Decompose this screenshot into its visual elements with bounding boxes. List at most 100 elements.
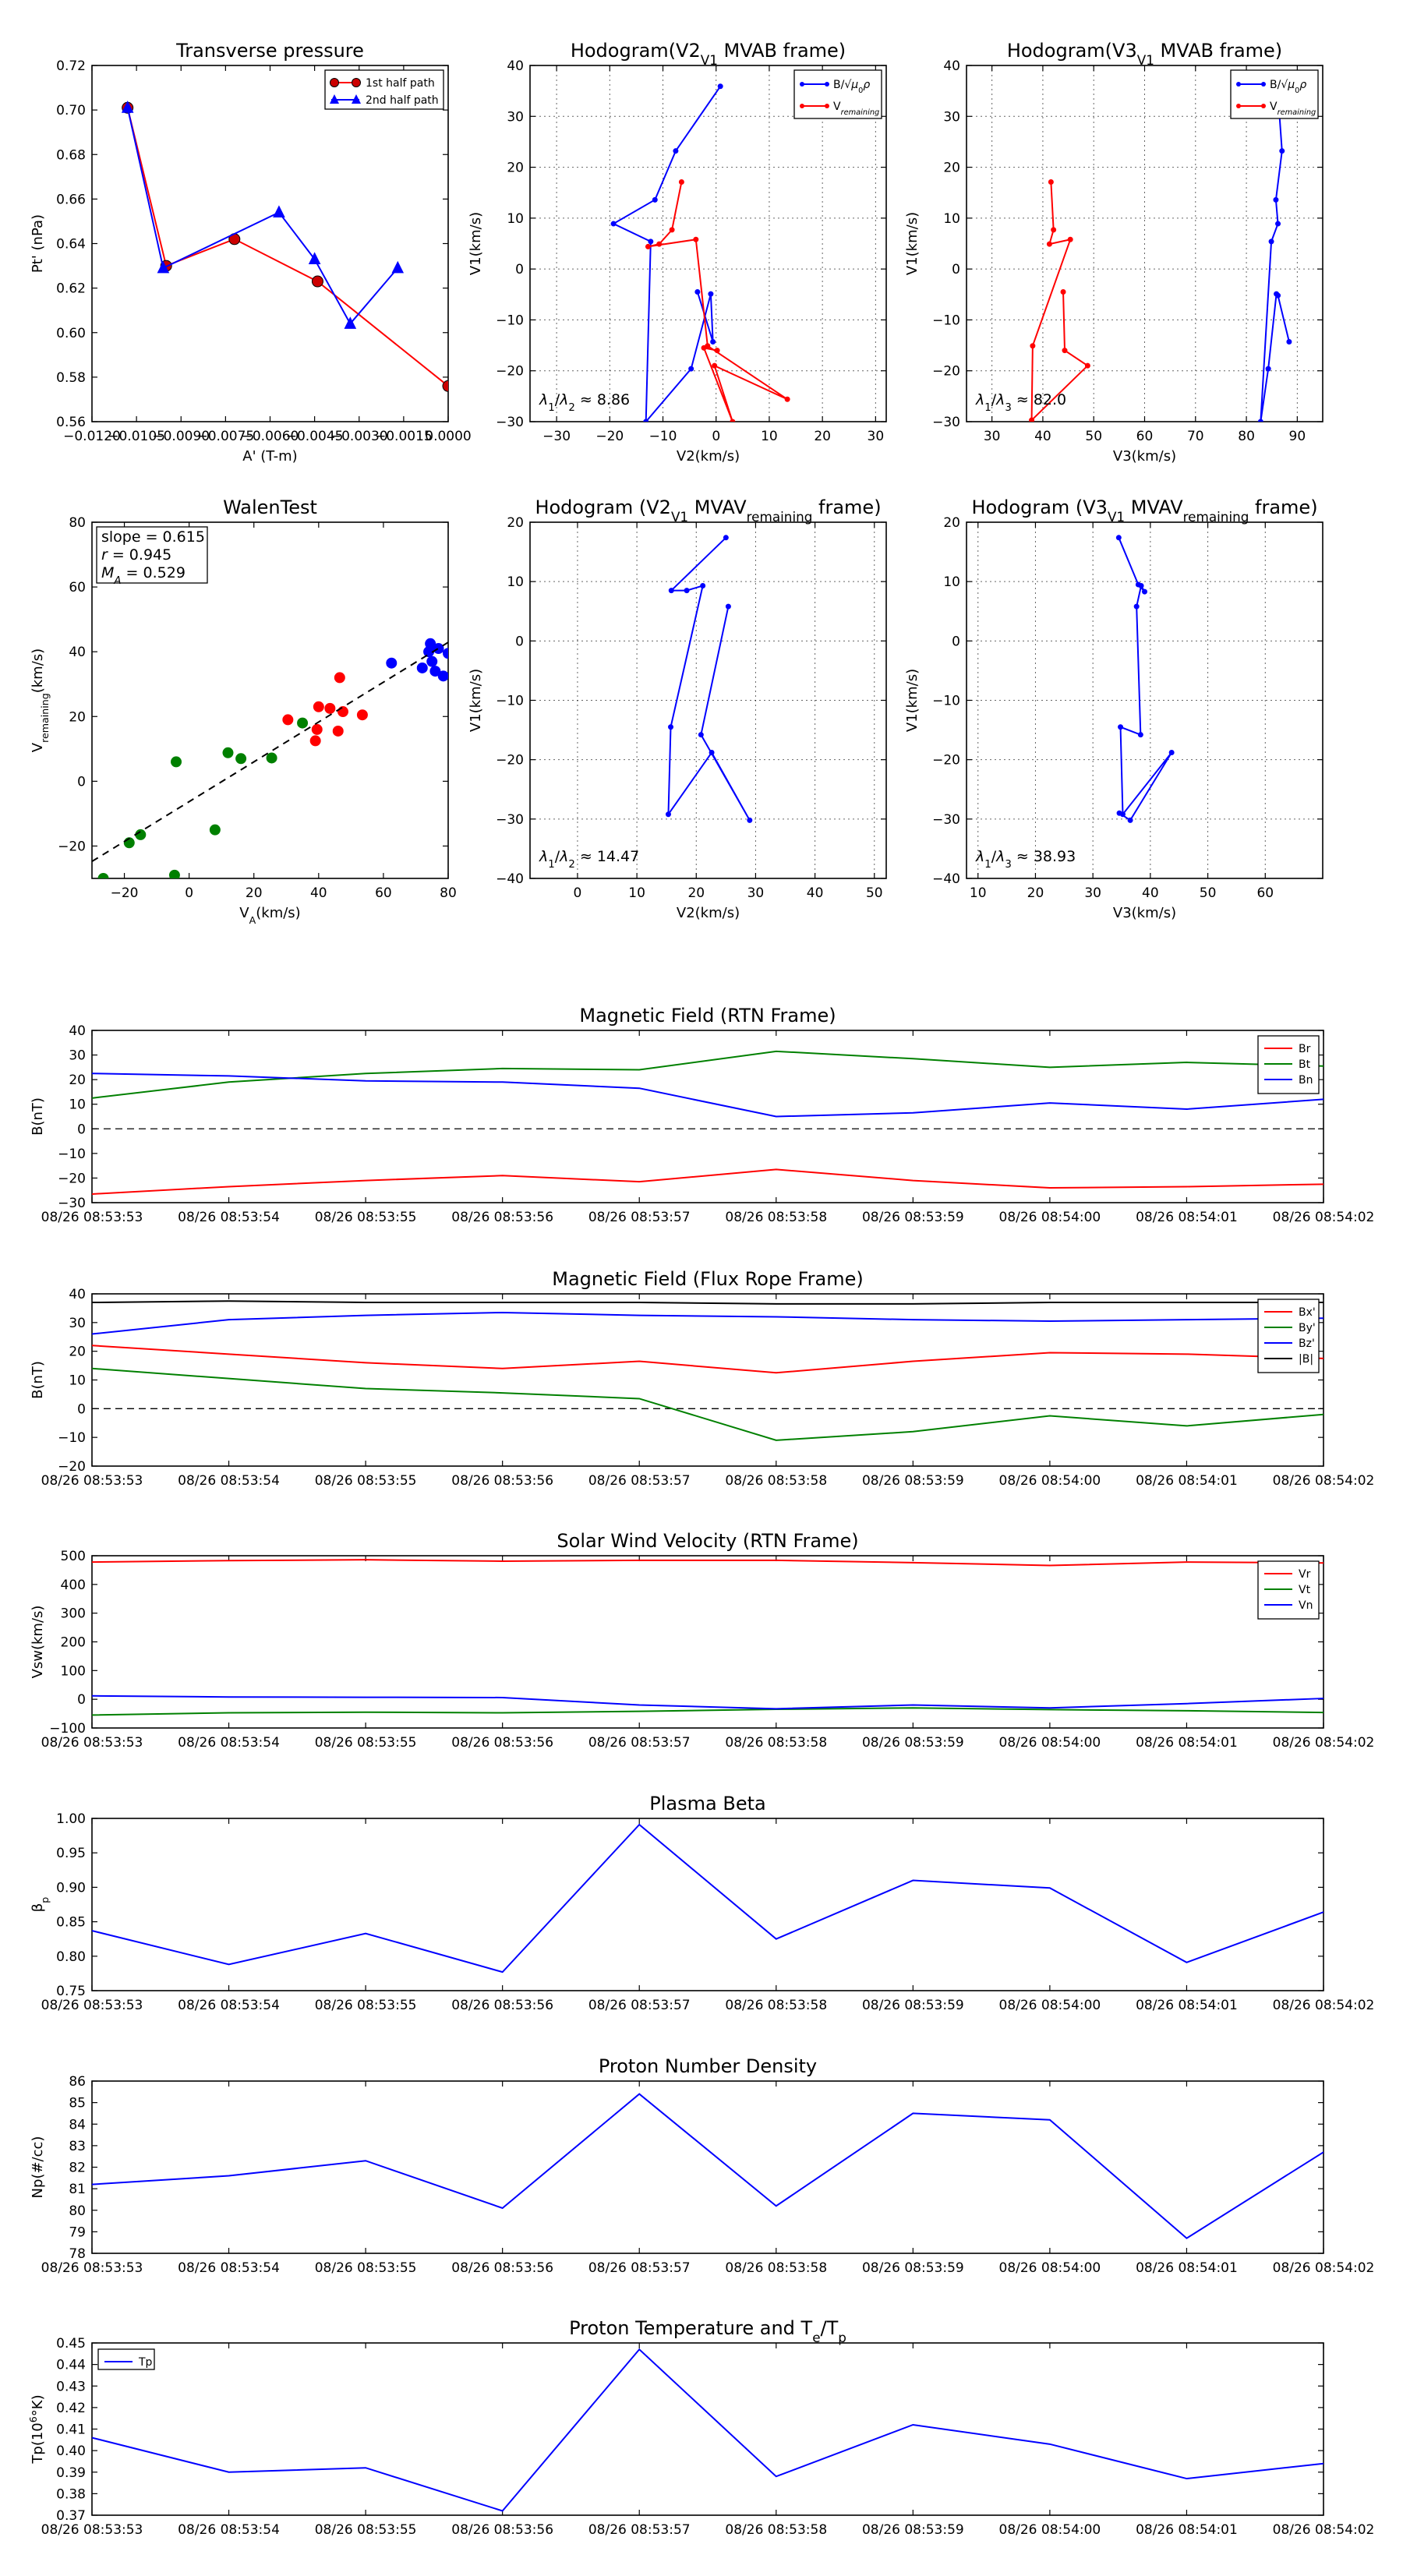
y-axis-label: Tp(106°K) bbox=[27, 2394, 47, 2464]
legend: Vr Vt Vn bbox=[1257, 1560, 1320, 1620]
y-tick-label: 0.90 bbox=[56, 1880, 86, 1896]
x-axis-label: V2(km/s) bbox=[677, 905, 740, 921]
legend: Br Bt Bn bbox=[1257, 1035, 1320, 1094]
series-line-Bz bbox=[92, 1311, 1323, 1335]
y-tick-label: 0 bbox=[952, 634, 960, 649]
data-point-green bbox=[266, 752, 277, 764]
legend-label: Vremaining bbox=[833, 101, 879, 117]
data-point bbox=[344, 316, 357, 329]
y-tick-label: 0.66 bbox=[56, 192, 86, 207]
y-tick-label: 20 bbox=[943, 515, 960, 531]
y-tick-label: 0.38 bbox=[56, 2486, 86, 2502]
y-tick-label: −20 bbox=[58, 1459, 86, 1475]
chart-title: Transverse pressure bbox=[175, 40, 364, 62]
y-tick-label: 0.41 bbox=[56, 2422, 86, 2438]
plot-frame bbox=[91, 1818, 1324, 1991]
series-line-beta bbox=[92, 1823, 1323, 1974]
y-tick-label: 84 bbox=[69, 2117, 86, 2133]
series-line-V bbox=[1118, 537, 1172, 822]
legend-label: By' bbox=[1299, 1322, 1316, 1334]
x-tick-label: −20 bbox=[595, 429, 624, 444]
x-axis-label: A' (T-m) bbox=[242, 448, 297, 465]
legend: Tp bbox=[97, 2348, 155, 2370]
x-tick-label: 08/26 08:54:01 bbox=[1136, 1735, 1238, 1751]
data-point-green bbox=[297, 717, 309, 729]
x-tick-label: 08/26 08:54:02 bbox=[1273, 1210, 1375, 1225]
x-tick-label: 60 bbox=[375, 885, 392, 901]
x-tick-label: 60 bbox=[1256, 885, 1274, 901]
x-tick-label: −0.0015 bbox=[375, 429, 433, 444]
data-point bbox=[648, 239, 654, 245]
data-area bbox=[92, 1823, 1323, 1974]
legend-label: Bz' bbox=[1299, 1337, 1315, 1350]
series-line-Np bbox=[92, 2093, 1323, 2239]
x-tick-label: 08/26 08:53:55 bbox=[315, 2260, 417, 2276]
y-tick-label: 40 bbox=[69, 1287, 86, 1302]
legend-marker bbox=[800, 104, 804, 108]
x-tick-label: 08/26 08:54:01 bbox=[1136, 2522, 1238, 2538]
x-tick-label: 10 bbox=[970, 885, 987, 901]
data-point bbox=[1273, 196, 1279, 203]
x-tick-label: 08/26 08:53:57 bbox=[588, 2522, 691, 2538]
x-tick-label: 20 bbox=[814, 429, 831, 444]
chart-magrtn: 08/26 08:53:53 08/26 08:53:54 08/26 08:53:… bbox=[30, 1005, 1374, 1225]
x-tick-label: −0.0060 bbox=[242, 429, 299, 444]
legend-marker bbox=[1236, 82, 1241, 87]
legend-label: Vremaining bbox=[1270, 101, 1316, 117]
y-tick-label: −100 bbox=[49, 1721, 86, 1737]
x-tick-label: 08/26 08:54:02 bbox=[1273, 2260, 1375, 2276]
data-point bbox=[700, 582, 706, 588]
x-tick-label: 08/26 08:53:59 bbox=[862, 1998, 964, 2013]
data-point bbox=[712, 362, 718, 369]
data-point bbox=[669, 227, 675, 233]
data-point bbox=[709, 750, 715, 756]
y-tick-label: −30 bbox=[58, 1196, 86, 1211]
x-tick-label: 70 bbox=[1187, 429, 1204, 444]
data-point bbox=[1051, 227, 1057, 233]
x-tick-label: 08/26 08:54:00 bbox=[999, 1473, 1101, 1489]
legend-marker bbox=[330, 94, 339, 104]
data-point bbox=[1286, 339, 1292, 345]
data-point-blue bbox=[443, 648, 448, 659]
y-tick-label: 10 bbox=[943, 211, 960, 227]
legend-label: 2nd half path bbox=[366, 94, 439, 107]
y-tick-label: 40 bbox=[69, 1023, 86, 1039]
x-tick-label: −0.0120 bbox=[63, 429, 121, 444]
data-point bbox=[1138, 582, 1144, 588]
data-area bbox=[610, 83, 790, 422]
data-point-blue bbox=[433, 643, 444, 655]
legend: 1st half path 2nd half path bbox=[324, 69, 444, 110]
data-point-green bbox=[168, 869, 180, 878]
data-point-blue bbox=[425, 638, 436, 649]
chart-tpr: 08/26 08:53:53 08/26 08:53:54 08/26 08:53:… bbox=[27, 2317, 1375, 2538]
legend-label: Vn bbox=[1299, 1599, 1313, 1612]
x-tick-label: −0.0075 bbox=[197, 429, 255, 444]
eigen-ratio: λ1/λ2 ≈ 8.86 bbox=[539, 391, 630, 414]
series-line-Tp bbox=[92, 2348, 1323, 2512]
x-tick-label: 08/26 08:53:56 bbox=[451, 2260, 553, 2276]
legend-marker bbox=[352, 78, 361, 87]
x-tick-label: 08/26 08:54:00 bbox=[999, 1210, 1101, 1225]
x-tick-label: 30 bbox=[984, 429, 1001, 444]
y-tick-label: 0.45 bbox=[56, 2336, 86, 2352]
y-tick-label: 0 bbox=[515, 262, 524, 277]
data-point bbox=[1030, 343, 1036, 349]
x-tick-label: 08/26 08:53:55 bbox=[315, 1210, 417, 1225]
legend-marker bbox=[330, 78, 339, 87]
chart-np: 08/26 08:53:53 08/26 08:53:54 08/26 08:53:… bbox=[30, 2055, 1374, 2276]
x-tick-label: 90 bbox=[1289, 429, 1306, 444]
data-point bbox=[273, 205, 285, 218]
chart-h1: −30 −20 −10 0 10 20 30 −30 −20 −10 0 10 20 30 40 Hodogr… bbox=[468, 40, 887, 465]
x-tick-label: 0.0000 bbox=[425, 429, 471, 444]
data-point bbox=[652, 196, 658, 203]
y-axis-label: Pt' (nPa) bbox=[30, 214, 46, 273]
series-line-B0 bbox=[611, 86, 722, 422]
y-tick-label: 10 bbox=[507, 211, 524, 227]
x-tick-label: 40 bbox=[1034, 429, 1051, 444]
y-tick-label: 0 bbox=[77, 1692, 86, 1708]
x-tick-label: 08/26 08:53:54 bbox=[178, 1735, 280, 1751]
y-axis-label: Vremaining(km/s) bbox=[30, 648, 51, 752]
legend-box bbox=[793, 69, 882, 119]
